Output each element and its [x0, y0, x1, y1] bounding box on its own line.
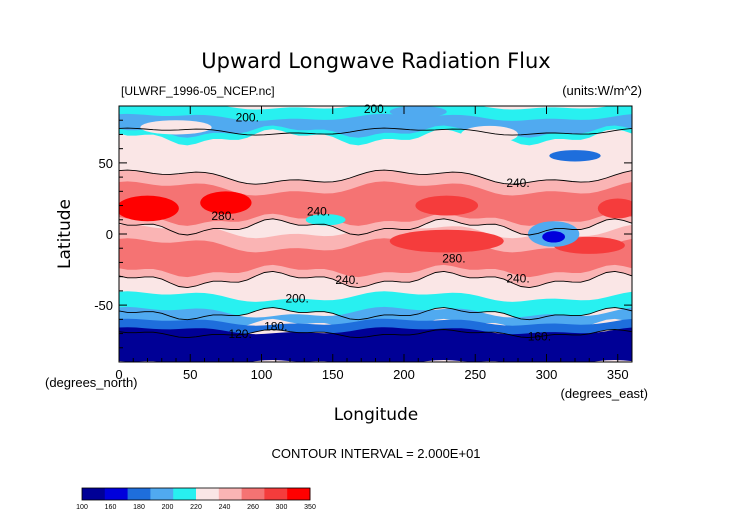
colorbar-cell: [142, 488, 151, 500]
band-north-280: [119, 181, 632, 226]
y-tick-label: 50: [99, 156, 113, 171]
colorbar: 100 160 180 200 220 240 260 300 350: [76, 487, 316, 511]
field-patch-4: [389, 229, 504, 253]
colorbar-cell: [120, 488, 128, 500]
colorbar-cell: [218, 488, 227, 500]
contour-line-1: [119, 169, 632, 185]
colorbar-cell: [127, 488, 136, 500]
colorbar-cell: [112, 488, 121, 500]
colorbar-label: 350: [304, 504, 316, 511]
field-patch-0: [119, 195, 179, 222]
colorbar-cell: [226, 488, 235, 500]
y-unit-label: (degrees_north): [45, 375, 138, 390]
colorbar-cell: [89, 488, 98, 500]
contour-line-5: [119, 329, 632, 339]
contour-line-2: [119, 218, 632, 236]
chart-subtitle-left: [ULWRF_1996-05_NCEP.nc]: [121, 84, 275, 98]
colorbar-cell: [264, 488, 273, 500]
field-patch-12: [389, 106, 447, 118]
colorbar-cell: [173, 488, 182, 500]
colorbar-cell: [287, 488, 296, 500]
x-tick-label: 250: [464, 367, 486, 382]
colorbar-cell: [241, 488, 250, 500]
colorbar-cell: [104, 488, 113, 500]
colorbar-label: 180: [133, 504, 145, 511]
contour-label: 240.: [506, 271, 529, 285]
contour-label: 240.: [506, 176, 529, 190]
field-patch-7: [542, 231, 566, 243]
band-south-280: [119, 238, 632, 278]
field-patch-3: [415, 195, 479, 216]
contour-label: 280.: [442, 251, 465, 265]
colorbar-cell: [135, 488, 144, 500]
field-patch-11: [549, 150, 601, 162]
contour-label: 200.: [364, 102, 387, 116]
colorbar-label: 200: [162, 504, 174, 511]
contour-label: 160.: [528, 330, 551, 344]
field-patch-2: [597, 198, 632, 219]
colorbar-label: 100: [76, 504, 88, 511]
x-tick-label: 50: [183, 367, 197, 382]
colorbar-label: 300: [276, 504, 288, 511]
field-patch-10: [140, 120, 212, 135]
field-patch-1: [200, 191, 252, 215]
x-tick-label: 0: [115, 367, 122, 382]
x-tick-label: 200: [393, 367, 415, 382]
contour-label: 200.: [285, 291, 308, 305]
contour-line-3: [119, 270, 632, 289]
band-south-220: [119, 291, 632, 320]
x-axis-label: Longitude: [334, 405, 419, 425]
x-unit-label: (degrees_east): [561, 386, 648, 401]
plot-area: [119, 106, 632, 362]
colorbar-cell: [211, 488, 220, 500]
colorbar-cell: [279, 488, 288, 500]
colorbar-frame: [81, 487, 311, 501]
colorbar-cell: [165, 488, 174, 500]
contour-label: 240.: [335, 273, 358, 287]
colorbar-cell: [272, 488, 280, 500]
colorbar-label: 260: [247, 504, 259, 511]
contour-interval-note: CONTOUR INTERVAL = 2.000E+01: [271, 446, 480, 461]
colorbar-cell: [97, 488, 106, 500]
y-axis-label: Latitude: [55, 199, 75, 269]
contour-label: 120.: [228, 327, 251, 341]
contour-label: 180.: [264, 320, 287, 334]
contour-label: 280.: [211, 209, 234, 223]
colorbar-label: 240: [219, 504, 231, 511]
colorbar-cell: [294, 488, 303, 500]
field-patch-13: [489, 342, 604, 360]
x-tick-label: 100: [251, 367, 273, 382]
band-north-200: [119, 113, 632, 138]
contour-line-4: [119, 307, 632, 321]
y-tick-label: -50: [94, 298, 113, 313]
chart-title: Upward Longwave Radiation Flux: [201, 49, 550, 73]
chart-subtitle-right: (units:W/m^2): [562, 83, 642, 98]
colorbar-label: 160: [105, 504, 117, 511]
contour-label: 200.: [236, 111, 259, 125]
colorbar-cell: [256, 488, 265, 500]
x-tick-label: 150: [322, 367, 344, 382]
x-tick-label: 350: [607, 367, 629, 382]
colorbar-cell: [188, 488, 197, 500]
colorbar-cell: [234, 488, 242, 500]
field-patch-9: [461, 125, 518, 143]
colorbar-cell: [302, 488, 311, 500]
colorbar-cell: [196, 488, 204, 500]
colorbar-cell: [249, 488, 258, 500]
contour-line-0: [119, 127, 632, 136]
colorbar-cell: [203, 488, 212, 500]
contour-label: 240.: [307, 205, 330, 219]
colorbar-cell: [180, 488, 189, 500]
x-tick-label: 300: [536, 367, 558, 382]
colorbar-cell: [158, 488, 166, 500]
colorbar-label: 220: [190, 504, 202, 511]
colorbar-cell: [150, 488, 159, 500]
y-tick-label: 0: [106, 227, 113, 242]
colorbar-cell: [82, 488, 90, 500]
field-patch-8: [305, 214, 346, 226]
